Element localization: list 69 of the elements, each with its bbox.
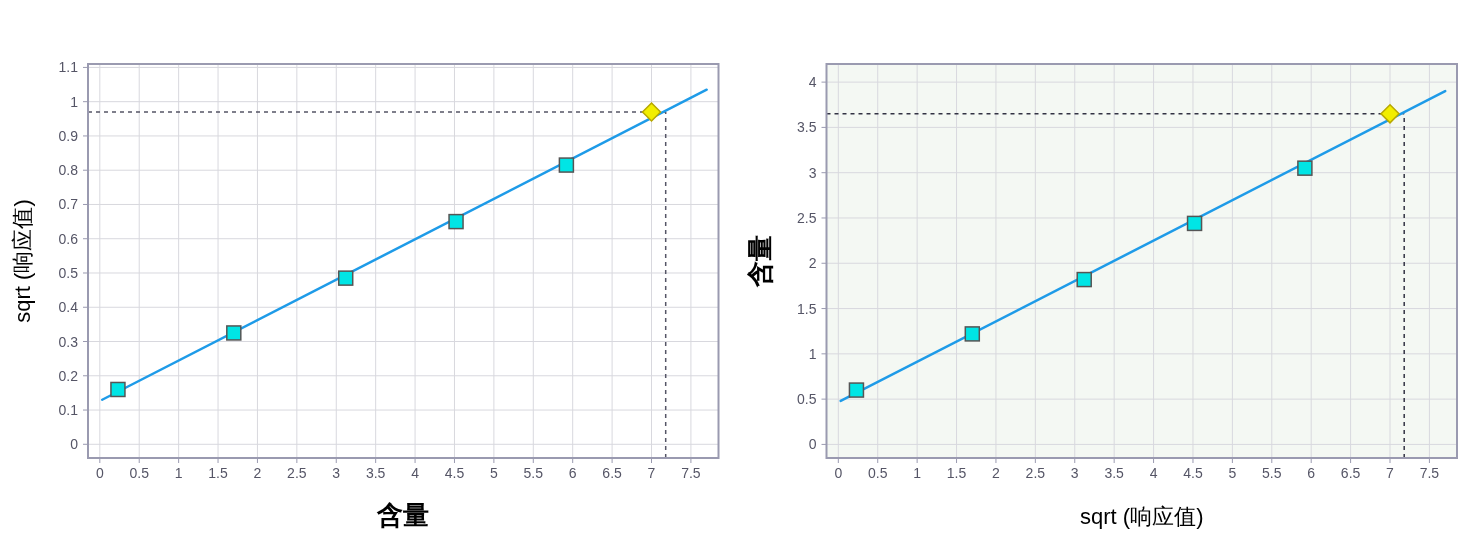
x-tick-label: 1 [174,465,183,481]
y-tick-label: 0.5 [797,391,817,408]
x-tick-label: 6.5 [1340,465,1361,481]
point [110,381,126,398]
x-tick-label: 7.5 [681,465,701,481]
point [641,102,662,122]
x-tick-label: 2.5 [287,465,307,481]
point [337,270,354,286]
x-tick-label: 7.5 [1419,465,1440,481]
y-tick-label: 3.5 [797,119,817,136]
x-tick-label: 0 [95,465,104,481]
y-tick-label: 2.5 [797,209,817,226]
y-tick-label: 0.2 [58,367,79,384]
x-tick-label: 7 [647,465,656,481]
y-tick-label: 0.3 [58,333,79,350]
x-tick-label: 1.5 [946,465,967,481]
point [964,326,981,342]
x-tick-label: 0 [834,465,843,481]
point [226,325,242,341]
y-tick-label: 4 [808,74,817,91]
x-tick-label: 5 [1228,465,1237,481]
point [1186,215,1203,232]
x-tick-label: 4.5 [444,465,465,481]
x-tick-label: 7 [1386,465,1395,481]
x-tick-label: 0.5 [867,465,888,481]
x-tick-label: 4.5 [1183,465,1203,481]
x-tick-label: 4 [1149,465,1158,481]
point [448,213,464,230]
x-tick-label: 2 [992,465,1001,481]
y-tick-label: 0.4 [58,299,79,316]
x-tick-label: 3.5 [365,465,386,481]
x-tick-label: 2.5 [1025,465,1046,481]
y-tick-label: 1.1 [58,59,79,76]
y-tick-label: 0.5 [58,264,79,281]
y-axis-title: sqrt (响应值) [10,199,35,323]
y-tick-label: 0.8 [58,162,79,179]
x-tick-label: 6.5 [602,465,623,481]
x-tick-label: 5 [489,465,498,481]
y-tick-label: 1.5 [797,300,817,317]
y-axis-title: 含量 [744,235,775,288]
x-tick-label: 1.5 [208,465,228,481]
x-tick-label: 1 [913,465,922,481]
x-tick-label: 3 [332,465,341,481]
y-tick-label: 0.7 [58,196,79,213]
y-tick-label: 2 [808,255,817,272]
y-tick-label: 3 [808,164,817,181]
x-axis-title: 含量 [376,500,430,530]
x-tick-label: 6 [1307,465,1316,481]
y-tick-label: 1 [808,345,817,362]
x-tick-label: 6 [568,465,577,481]
y-tick-label: 0.9 [58,127,79,144]
y-tick-label: 0.6 [58,230,79,247]
point [558,157,575,173]
x-tick-label: 4 [411,465,420,481]
point [848,382,865,398]
x-tick-label: 3 [1070,465,1079,481]
y-tick-label: 0 [808,436,817,453]
x-tick-label: 5.5 [1262,465,1282,481]
point [1076,271,1092,288]
point [1297,160,1313,176]
y-tick-label: 0.1 [58,402,79,419]
x-tick-label: 0.5 [129,465,150,481]
x-tick-label: 2 [253,465,262,481]
x-tick-label: 3.5 [1104,465,1125,481]
y-tick-label: 0 [70,436,79,453]
y-tick-label: 1 [70,93,79,110]
x-axis-title: sqrt (响应值) [1080,504,1204,529]
x-tick-label: 5.5 [523,465,544,481]
point [1380,104,1400,124]
